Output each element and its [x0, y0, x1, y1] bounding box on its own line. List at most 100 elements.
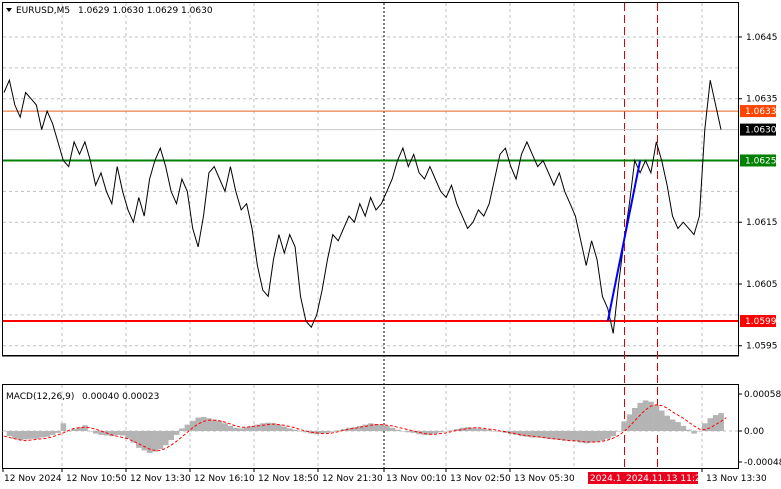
macd-bar: [583, 431, 590, 444]
macd-bar: [28, 431, 34, 439]
macd-axis: 0.00058 0.00 -0.00048: [738, 390, 781, 468]
macd-bar: [411, 431, 417, 433]
time-tick-label: 12 Nov 16:10: [194, 474, 255, 484]
ohlc-values: 1.0629 1.0630 1.0629 1.0630: [78, 6, 213, 16]
macd-bar: [696, 431, 703, 432]
macd-bar: [513, 431, 519, 435]
macd-bar: [384, 425, 390, 431]
macd-bar: [195, 417, 201, 431]
time-highlight-right-label: 2024.11.13 11:25: [626, 474, 706, 484]
price-line: [3, 78, 722, 334]
macd-bar: [567, 431, 573, 441]
macd-bar: [44, 431, 50, 437]
macd-bar: [87, 431, 94, 432]
macd-bar: [119, 431, 126, 436]
macd-bar: [427, 431, 433, 435]
macd-bar: [702, 423, 708, 431]
price-axis: 1.0645 1.0635 1.0615 1.0605 1.0595: [738, 33, 778, 352]
macd-bar: [686, 429, 692, 431]
macd-bar: [227, 425, 234, 431]
macd-bar: [578, 431, 584, 443]
macd-bar: [82, 425, 88, 431]
macd-bar: [572, 431, 579, 442]
macd-bar: [470, 427, 476, 431]
macd-bar: [621, 421, 627, 431]
time-tick-label: 12 Nov 10:50: [66, 474, 127, 484]
macd-bar: [152, 431, 158, 452]
macd-bar: [551, 431, 557, 440]
macd-bar: [464, 427, 471, 431]
macd-bar: [173, 431, 180, 435]
macd-bar: [292, 429, 298, 431]
macd-bar: [238, 428, 245, 431]
macd-bar: [130, 431, 137, 443]
macd-bar: [362, 424, 369, 431]
macd-bar: [163, 431, 169, 446]
macd-bar: [443, 431, 449, 432]
macd-panel-border: [2, 384, 739, 469]
macd-bar: [22, 431, 29, 440]
price-tick-label: 1.0615: [746, 218, 778, 228]
macd-bar: [49, 431, 56, 435]
macd-bar: [486, 429, 493, 431]
symbol-menu-triangle-icon[interactable]: [6, 8, 12, 12]
macd-label: MACD(12,26,9): [6, 392, 74, 402]
macd-bar: [481, 429, 487, 431]
macd-bar: [400, 431, 406, 432]
macd-bar: [184, 424, 191, 431]
macd-values: 0.00040 0.00023: [82, 392, 159, 402]
macd-signal-series: [3, 404, 727, 451]
time-highlight-left-label: 2024.1: [590, 474, 622, 484]
macd-bar: [335, 430, 342, 431]
macd-bar: [276, 424, 282, 431]
price-tick-label: 1.0645: [746, 33, 778, 43]
price-series: [3, 78, 722, 334]
macd-tick-label: 0.00: [744, 427, 764, 437]
macd-bar: [346, 427, 352, 431]
macd-bar: [680, 425, 687, 431]
macd-bar: [260, 423, 266, 431]
blue-trendline[interactable]: [606, 160, 642, 322]
macd-bar: [179, 428, 185, 431]
time-tick-label: 12 Nov 18:50: [258, 474, 319, 484]
macd-bar: [718, 413, 724, 431]
level-badge-1.0630: [740, 123, 776, 136]
horizontal-levels: [3, 110, 738, 323]
macd-bar: [146, 431, 153, 453]
macd-bar: [190, 420, 196, 431]
macd-bar: [270, 423, 277, 431]
macd-bar: [642, 400, 649, 431]
macd-bar: [324, 431, 331, 433]
macd-bar: [157, 431, 164, 450]
macd-bar: [216, 420, 223, 431]
macd-bar: [475, 428, 482, 431]
macd-bar: [389, 427, 396, 431]
macd-bar: [55, 431, 61, 433]
macd-bar: [535, 431, 541, 438]
macd-bar: [222, 423, 228, 431]
macd-bar: [648, 401, 654, 431]
macd-bar: [637, 402, 643, 431]
time-axis: 12 Nov 2024 12 Nov 10:50 12 Nov 13:30 12 No…: [2, 468, 767, 484]
macd-bar: [394, 429, 401, 431]
macd-bar: [610, 431, 617, 437]
macd-tick-label: -0.00048: [744, 458, 781, 468]
macd-bar: [319, 431, 325, 434]
macd-bar: [378, 424, 385, 431]
time-tick-label: 12 Nov 2024: [4, 474, 62, 484]
macd-bar: [540, 431, 546, 439]
macd-bar: [432, 431, 439, 434]
level-badge-1.0599: [740, 315, 776, 328]
macd-bar: [707, 418, 714, 431]
macd-bar: [281, 426, 288, 431]
chart-markers: [606, 160, 642, 322]
macd-bar: [265, 422, 272, 431]
time-tick-label: 13 Nov 05:30: [514, 474, 575, 484]
macd-bar: [545, 431, 552, 439]
macd-bar: [330, 431, 336, 432]
macd-signal-line: [3, 404, 727, 451]
macd-bar: [136, 431, 142, 448]
macd-bar: [98, 431, 104, 435]
macd-bar: [206, 418, 212, 431]
